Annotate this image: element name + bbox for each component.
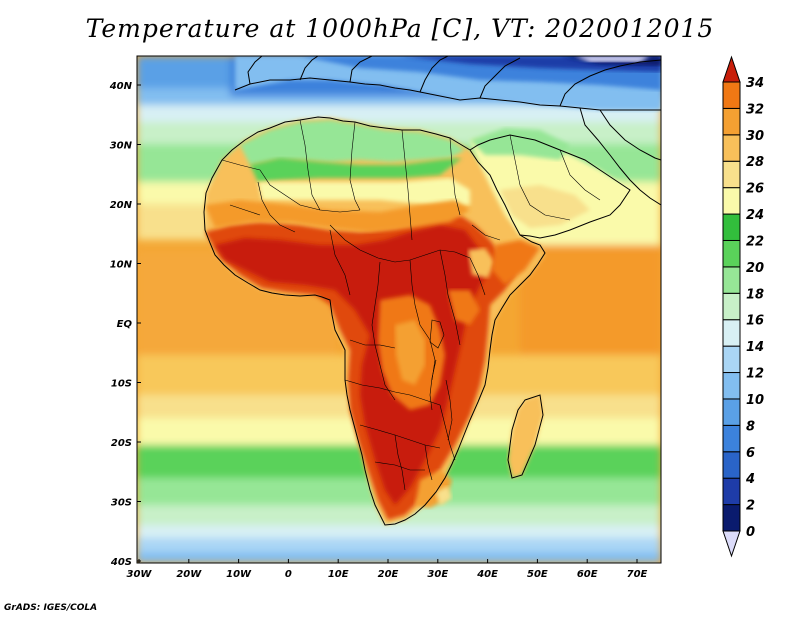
country-borders <box>221 119 601 491</box>
lat-label: 40N <box>109 81 133 92</box>
colorbar-label: 4 <box>745 472 755 487</box>
arabia-land <box>470 135 630 238</box>
colorbar-swatch <box>722 477 741 506</box>
colorbar-swatch <box>722 266 741 294</box>
colorbar-label: 32 <box>746 102 764 117</box>
lat-label: 40S <box>110 557 132 568</box>
colorbar-swatch <box>722 504 741 532</box>
colorbar-swatch <box>722 345 741 374</box>
colorbar-label: 16 <box>746 314 764 329</box>
colorbar-label: 18 <box>746 287 764 302</box>
lat-label: 20S <box>111 438 132 449</box>
lon-label: 30W <box>127 569 153 580</box>
africa-land <box>205 118 545 525</box>
colorbar-swatch <box>722 134 741 162</box>
map-title: Temperature at 1000hPa [C], VT: 20200120… <box>85 14 715 43</box>
colorbar-swatch <box>722 424 741 453</box>
colorbar-swatch <box>722 398 741 426</box>
lon-label: 70E <box>627 569 648 580</box>
lon-label: 0 <box>285 569 292 580</box>
colorbar-swatch <box>722 160 741 189</box>
coastlines <box>203 56 661 526</box>
colorbar-label: 20 <box>746 261 764 276</box>
colorbar-label: 34 <box>746 76 764 91</box>
colorbar-over-triangle <box>722 55 741 83</box>
lat-label: 20N <box>110 200 133 211</box>
colorbar-label: 28 <box>746 155 764 170</box>
lat-label: 10S <box>111 379 132 390</box>
grads-credit: GrADS: IGES/COLA <box>4 603 98 613</box>
colorbar-under-triangle <box>722 530 741 558</box>
colorbar-swatch <box>722 319 741 347</box>
colorbar-swatch <box>722 81 741 109</box>
lat-label: EQ <box>117 319 133 330</box>
colorbar-label: 24 <box>746 208 764 223</box>
latitude-axis: 40N 30N 20N 10N EQ 10S 20S 30S 40S <box>109 81 141 568</box>
lon-label: 10E <box>328 569 349 580</box>
lon-label: 40E <box>476 569 498 580</box>
lon-label: 30E <box>427 569 448 580</box>
colorbar-swatch <box>722 107 741 136</box>
colorbar-label: 22 <box>746 234 764 249</box>
lat-label: 30N <box>110 141 133 152</box>
colorbar-swatch <box>722 239 741 268</box>
lon-label: 50E <box>527 569 548 580</box>
colorbar-label: 10 <box>746 393 764 408</box>
colorbar-label: 8 <box>746 419 755 434</box>
colorbar-label: 0 <box>746 525 755 540</box>
lon-label: 20E <box>378 569 399 580</box>
colorbar-label: 14 <box>746 340 764 355</box>
lon-label: 20W <box>176 569 202 580</box>
colorbar-label: 12 <box>746 367 764 382</box>
longitude-axis: 30W 20W 10W 0 10E 20E 30E 40E 50E 60E 70E <box>127 559 648 580</box>
colorbar-label: 6 <box>746 446 755 461</box>
map-frame <box>136 55 662 564</box>
lon-label: 10W <box>226 569 252 580</box>
lat-label: 30S <box>111 498 132 509</box>
colorbar-label: 2 <box>746 499 755 514</box>
colorbar-label: 26 <box>746 182 764 197</box>
colorbar-swatch <box>722 372 741 400</box>
colorbar-swatch <box>722 292 741 321</box>
lon-label: 60E <box>577 569 598 580</box>
colorbar-swatch <box>722 451 741 479</box>
lat-label: 10N <box>110 260 133 271</box>
colorbar-label: 30 <box>746 129 764 144</box>
temperature-field <box>137 56 661 563</box>
colorbar-swatch <box>722 213 741 241</box>
colorbar-swatch <box>722 187 741 215</box>
